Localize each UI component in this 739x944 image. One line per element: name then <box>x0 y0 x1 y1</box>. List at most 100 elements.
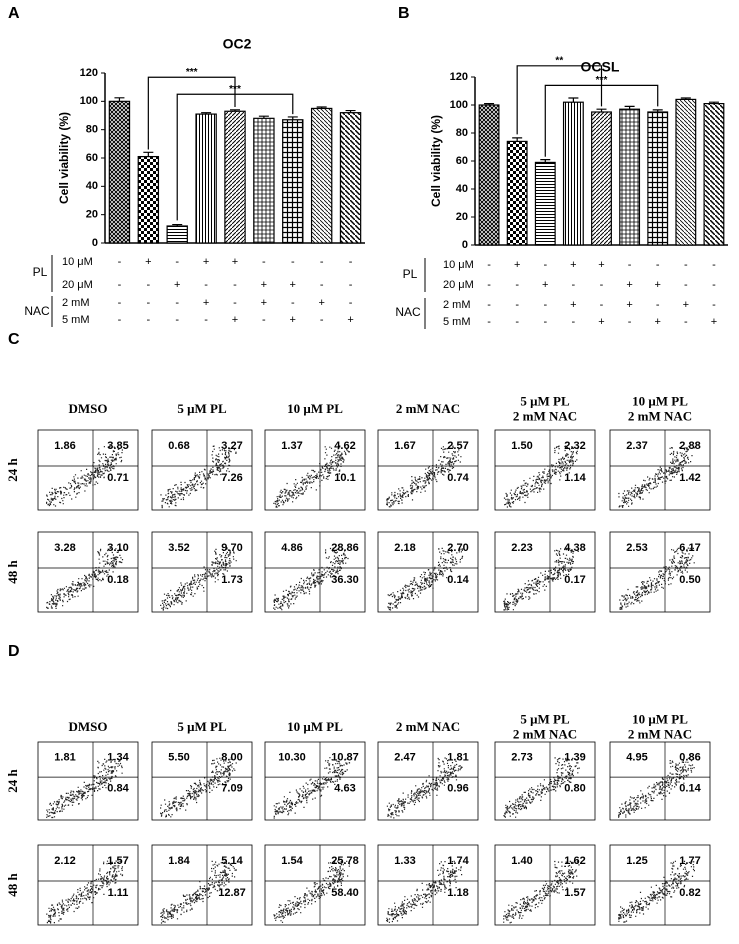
panel-letter: A <box>8 5 20 22</box>
quadrant-lines <box>378 742 478 820</box>
quadrant-value: 1.37 <box>281 440 302 452</box>
y-tick-label: 60 <box>86 152 98 164</box>
row-label: 48 h <box>5 559 20 583</box>
treatment-mark: - <box>543 316 547 328</box>
quadrant-value: 36.30 <box>331 574 359 586</box>
row-label: 24 h <box>5 457 20 481</box>
quadrant-value: 2.53 <box>626 542 647 554</box>
error-bar <box>624 105 635 110</box>
treatment-mark: + <box>626 299 632 311</box>
flow-plot-frame <box>377 844 479 926</box>
treatment-mark: - <box>175 314 179 326</box>
treatment-mark: + <box>203 256 209 268</box>
treatment-mark: - <box>204 279 208 291</box>
quadrant-value: 1.25 <box>626 855 647 867</box>
significance-bracket <box>176 93 294 221</box>
event-cloud <box>387 547 464 611</box>
row-label: 20 μM <box>62 279 93 291</box>
treatment-mark: - <box>487 316 491 328</box>
y-tick-label: 120 <box>450 71 468 83</box>
bar <box>478 104 500 246</box>
treatment-mark: - <box>600 299 604 311</box>
quadrant-value: 10.30 <box>278 752 306 764</box>
quadrant-lines <box>38 845 138 925</box>
row-label: 2 mM <box>443 299 471 311</box>
column-header: 5 μM PL <box>520 711 570 726</box>
treatment-mark: + <box>232 256 238 268</box>
treatment-mark: - <box>656 259 660 271</box>
column-header: 10 μM PL <box>632 393 688 408</box>
quadrant-value: 0.96 <box>447 783 468 795</box>
error-bar <box>258 115 269 119</box>
chart-title: OC2 <box>223 36 252 52</box>
treatment-mark: - <box>572 279 576 291</box>
quadrant-value: 4.63 <box>334 783 355 795</box>
bar <box>339 112 362 244</box>
error-bar <box>568 97 579 103</box>
bar <box>253 117 275 244</box>
quadrant-lines <box>610 430 710 510</box>
chart-title: OCSL <box>581 59 620 75</box>
quadrant-value: 12.87 <box>218 887 246 899</box>
row-label: 5 mM <box>443 316 471 328</box>
treatment-mark: - <box>233 297 237 309</box>
bar <box>310 107 333 244</box>
quadrant-value: 3.10 <box>107 542 128 554</box>
error-bar <box>708 101 719 104</box>
column-header: 2 mM NAC <box>396 401 460 416</box>
significance-bracket <box>147 76 236 150</box>
column-header: 2 mM NAC <box>396 719 460 734</box>
event-cloud <box>503 757 580 818</box>
error-bar <box>316 106 327 109</box>
y-tick-label: 20 <box>456 211 468 223</box>
treatment-mark: - <box>684 259 688 271</box>
quadrant-value: 3.85 <box>107 440 128 452</box>
panel-letter: D <box>8 643 20 660</box>
y-tick-label: 80 <box>86 124 98 136</box>
quadrant-lines <box>495 845 595 925</box>
quadrant-lines <box>152 845 252 925</box>
row-label: 10 μM <box>443 259 474 271</box>
quadrant-value: 1.33 <box>394 855 415 867</box>
treatment-mark: + <box>598 316 604 328</box>
quadrant-value: 2.12 <box>54 855 75 867</box>
treatment-mark: + <box>261 279 267 291</box>
bar <box>108 100 131 244</box>
treatment-mark: + <box>347 314 353 326</box>
error-bar <box>540 159 551 163</box>
event-cloud <box>273 445 350 508</box>
row-label: 20 μM <box>443 279 474 291</box>
quadrant-value: 10.87 <box>331 752 359 764</box>
group-label: PL <box>403 267 418 281</box>
error-bar <box>512 137 523 142</box>
treatment-mark: - <box>291 297 295 309</box>
treatment-mark: - <box>118 279 122 291</box>
treatment-mark: - <box>515 299 519 311</box>
treatment-mark: - <box>146 279 150 291</box>
quadrant-value: 1.39 <box>564 752 585 764</box>
quadrant-value: 5.50 <box>168 752 189 764</box>
event-cloud <box>46 860 124 924</box>
quadrant-value: 7.26 <box>221 472 242 484</box>
treatment-mark: - <box>543 259 547 271</box>
event-cloud <box>503 547 579 611</box>
quadrant-value: 2.70 <box>447 542 468 554</box>
bar <box>534 161 556 246</box>
treatment-mark: + <box>570 299 576 311</box>
error-bar <box>230 109 240 112</box>
quadrant-value: 6.17 <box>679 542 700 554</box>
event-cloud <box>46 445 123 507</box>
quadrant-value: 1.57 <box>107 855 128 867</box>
quadrant-value: 1.11 <box>108 887 129 899</box>
flow-plot-frame <box>37 741 139 821</box>
row-label: 2 mM <box>62 297 90 309</box>
treatment-mark: - <box>262 256 266 268</box>
bar <box>619 108 641 246</box>
significance-label: *** <box>596 75 608 86</box>
significance-label: *** <box>229 84 241 95</box>
event-cloud <box>273 757 351 819</box>
quadrant-lines <box>265 430 365 510</box>
event-cloud <box>273 860 351 923</box>
row-label: 24 h <box>5 768 20 792</box>
